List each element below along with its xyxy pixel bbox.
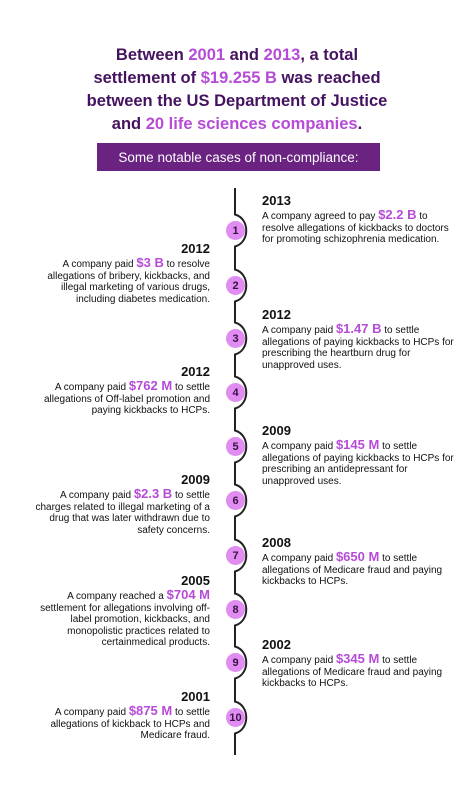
case-entry: 2009 A company paid $145 M to settle alle… (262, 423, 462, 487)
case-description: A company paid $762 M to settle allegati… (43, 378, 210, 416)
cases-banner: Some notable cases of non-compliance: (97, 143, 380, 171)
case-year: 2012 (262, 307, 291, 322)
year-end: 2013 (263, 46, 301, 64)
timeline-line (234, 188, 248, 755)
case-amount: $704 M (166, 587, 210, 602)
case-entry: 2013 A company agreed to pay $2.2 B to re… (262, 193, 462, 246)
case-description: A company paid $3 B to resolve allegatio… (47, 255, 210, 305)
case-year: 2002 (262, 637, 291, 652)
case-amount: $2.2 B (378, 207, 417, 222)
case-description: A company paid $875 M to settle allegati… (50, 703, 210, 741)
case-year: 2008 (262, 535, 291, 550)
case-year: 2013 (262, 193, 291, 208)
case-number-marker: 10 (226, 708, 245, 727)
headline: Between 2001 and 2013, a total settlemen… (86, 46, 388, 133)
case-amount: $145 M (335, 437, 380, 452)
case-description: A company agreed to pay $2.2 B to resolv… (262, 207, 449, 245)
case-year: 2009 (262, 423, 291, 438)
case-entry: 2012 A company paid $3 B to resolve alleg… (22, 241, 210, 305)
case-description: A company paid $1.47 B to settle allegat… (262, 321, 454, 371)
case-number-marker: 5 (226, 437, 245, 456)
case-description: A company reached a $704 M settlement fo… (40, 587, 210, 648)
case-amount: $345 M (335, 651, 380, 666)
case-entry: 2005 A company reached a $704 M settlemen… (22, 573, 210, 649)
case-number-marker: 4 (226, 383, 245, 402)
case-description: A company paid $145 M to settle allegati… (262, 437, 454, 487)
total-settlement: $19.255 B (200, 69, 277, 87)
case-entry: 2009 A company paid $2.3 B to settle char… (22, 472, 210, 536)
case-number-marker: 1 (226, 221, 245, 240)
case-number-marker: 3 (226, 329, 245, 348)
case-amount: $762 M (128, 378, 173, 393)
case-number-marker: 2 (226, 276, 245, 295)
case-year: 2012 (181, 364, 210, 379)
case-number-marker: 6 (226, 491, 245, 510)
case-amount: $650 M (335, 549, 380, 564)
case-entry: 2012 A company paid $1.47 B to settle all… (262, 307, 462, 371)
case-entry: 2012 A company paid $762 M to settle alle… (22, 364, 210, 417)
case-description: A company paid $2.3 B to settle charges … (35, 486, 210, 536)
case-amount: $875 M (128, 703, 173, 718)
case-year: 2012 (181, 241, 210, 256)
case-number-marker: 9 (226, 653, 245, 672)
case-description: A company paid $650 M to settle allegati… (262, 549, 443, 587)
case-year: 2001 (181, 689, 210, 704)
case-entry: 2002 A company paid $345 M to settle alle… (262, 637, 462, 690)
case-description: A company paid $345 M to settle allegati… (262, 651, 443, 689)
case-number-marker: 7 (226, 546, 245, 565)
case-amount: $3 B (136, 255, 164, 270)
case-year: 2009 (181, 472, 210, 487)
case-number-marker: 8 (226, 600, 245, 619)
case-entry: 2008 A company paid $650 M to settle alle… (262, 535, 462, 588)
companies-count: 20 life sciences companies (145, 115, 358, 133)
year-start: 2001 (188, 46, 226, 64)
case-entry: 2001 A company paid $875 M to settle alle… (22, 689, 210, 742)
case-year: 2005 (181, 573, 210, 588)
case-amount: $2.3 B (133, 486, 173, 501)
case-amount: $1.47 B (335, 321, 382, 336)
